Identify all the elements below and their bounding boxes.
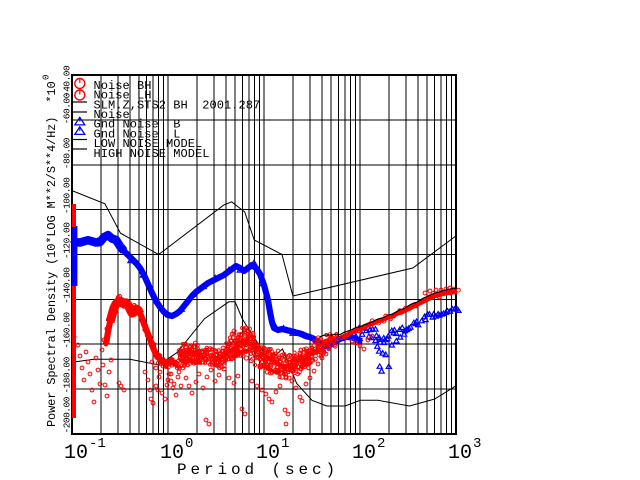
svg-text:-1: -1: [89, 436, 106, 452]
svg-text:-160.00: -160.00: [62, 312, 73, 349]
svg-text:Gnd Noise L: Gnd Noise L: [94, 127, 181, 141]
svg-text:0: 0: [185, 436, 193, 452]
svg-text:-100.00: -100.00: [62, 177, 73, 214]
svg-text:2: 2: [377, 436, 385, 452]
svg-text:-180.00: -180.00: [62, 356, 73, 393]
svg-text:-80.00: -80.00: [62, 137, 73, 169]
svg-text:Noise: Noise: [94, 108, 130, 122]
svg-text:10: 10: [64, 442, 88, 465]
svg-text:10: 10: [256, 442, 280, 465]
svg-text:HIGH NOISE MODEL: HIGH NOISE MODEL: [94, 147, 210, 161]
svg-text:10: 10: [352, 442, 376, 465]
svg-text:-200.00: -200.00: [62, 396, 73, 433]
svg-text:-60.00: -60.00: [62, 92, 73, 124]
svg-text:1: 1: [281, 436, 289, 452]
svg-text:10: 10: [448, 442, 472, 465]
svg-text:Power Spectral Density (10*LOG: Power Spectral Density (10*LOG M**2/S**4…: [45, 81, 59, 427]
svg-text:Noise BH: Noise BH: [94, 79, 152, 93]
svg-text:10: 10: [160, 442, 184, 465]
svg-text:3: 3: [473, 436, 481, 452]
svg-text:Gnd Noise B: Gnd Noise B: [94, 118, 181, 132]
svg-text:LOW NOISE MODEL: LOW NOISE MODEL: [94, 137, 203, 151]
svg-text:0: 0: [42, 75, 52, 80]
svg-text:-120.00: -120.00: [62, 222, 73, 259]
svg-text:-40.00: -40.00: [62, 65, 73, 97]
svg-text:Noise LH: Noise LH: [94, 89, 152, 103]
svg-text:-140.00: -140.00: [62, 267, 73, 304]
svg-text:SLM.Z,STS2 BH 2001.287: SLM.Z,STS2 BH 2001.287: [94, 98, 261, 112]
svg-text:Period (sec): Period (sec): [177, 461, 339, 479]
